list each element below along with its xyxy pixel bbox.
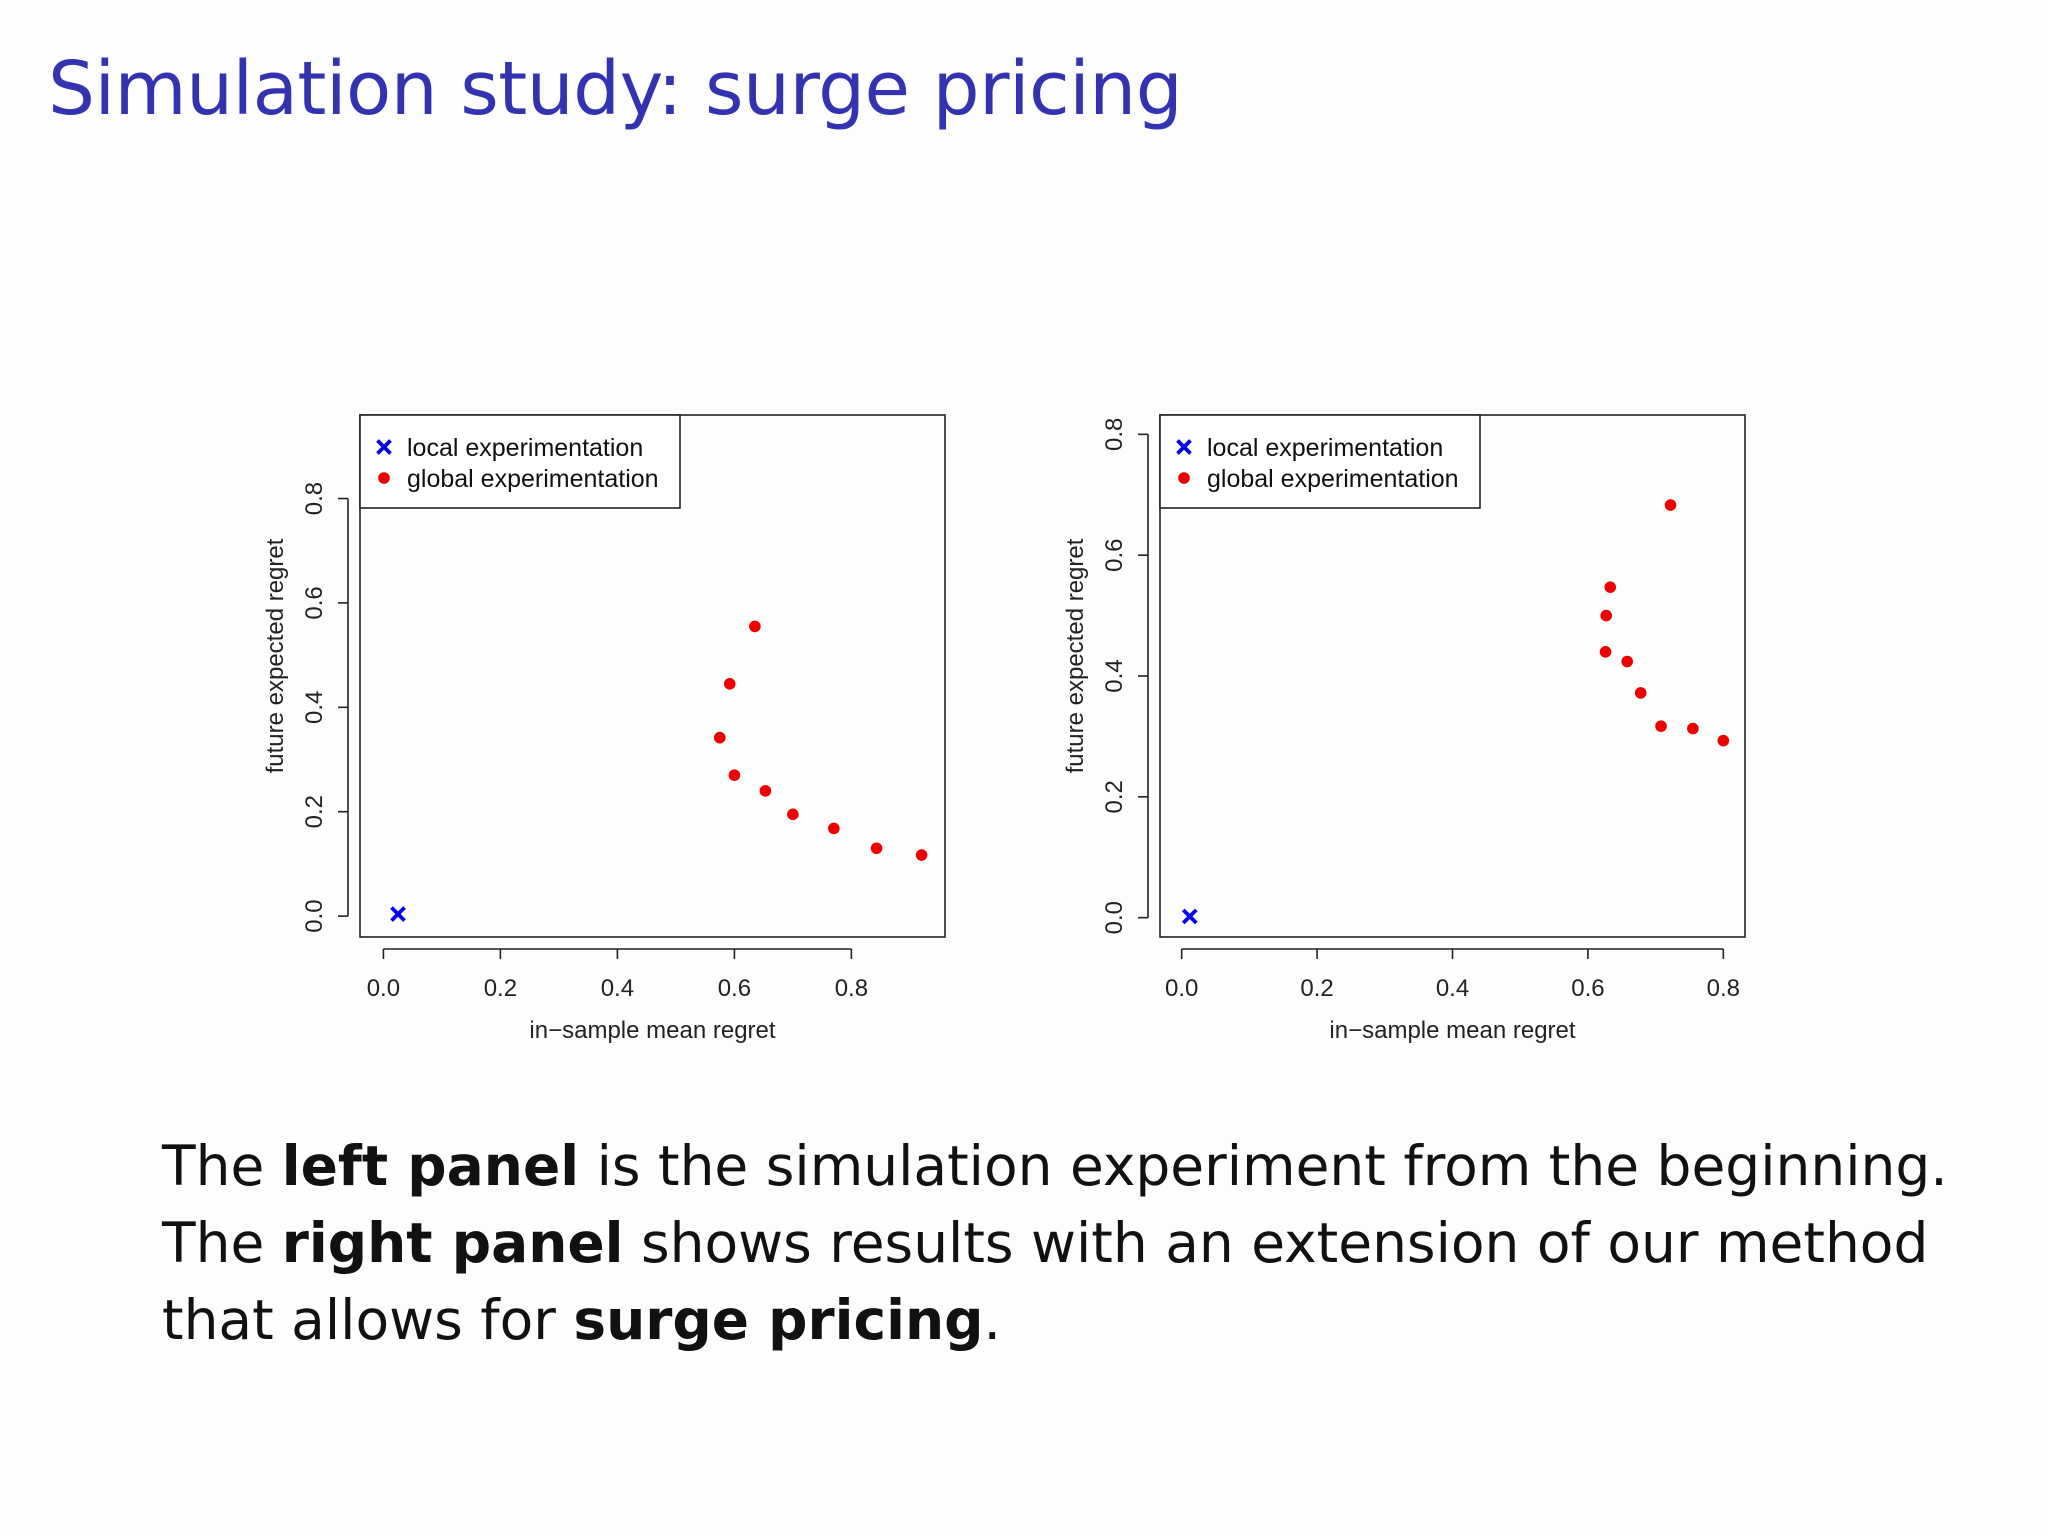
right-global-point — [1621, 655, 1633, 668]
left-local-point — [390, 906, 406, 922]
emphasis-right-panel: right panel — [281, 1211, 624, 1275]
right-x-tick-label: 0.0 — [1165, 975, 1198, 1002]
emphasis-surge-pricing: surge pricing — [573, 1288, 984, 1352]
right-global-point — [1604, 581, 1617, 593]
right-legend-global-marker — [1178, 472, 1190, 484]
right-global-point — [1599, 646, 1612, 658]
left-y-axis-label: future expected regret — [262, 538, 289, 773]
left-global-point — [828, 822, 840, 835]
right-local-point — [1181, 908, 1198, 925]
right-x-tick-label: 0.6 — [1571, 975, 1604, 1002]
right-x-tick-label: 0.4 — [1436, 975, 1469, 1002]
right-x-tick-label: 0.2 — [1300, 975, 1333, 1002]
left-legend-global-marker — [378, 472, 390, 484]
left-x-tick-label: 0.8 — [835, 975, 868, 1002]
left-legend-global-label: global experimentation — [407, 465, 659, 493]
left-global-point — [787, 808, 799, 821]
right-global-point — [1655, 720, 1667, 732]
left-global-point — [759, 785, 772, 797]
body-line-3: that allows for surge pricing. — [162, 1288, 1001, 1352]
left-global-point — [870, 842, 883, 855]
left-x-axis-label: in−sample mean regret — [529, 1017, 775, 1044]
right-y-tick-label: 0.6 — [1101, 538, 1128, 571]
right-global-point — [1634, 687, 1647, 699]
body-paragraph: The left panel is the simulation experim… — [162, 1128, 1962, 1359]
left-scatter-chart: 0.0 0.2 0.4 0.6 0.8 in−sample mean regret 0.0 0… — [262, 414, 946, 1044]
left-global-point — [723, 678, 736, 690]
right-y-tick-label: 0.0 — [1101, 901, 1128, 934]
right-legend-box — [1159, 414, 1481, 509]
right-legend-local-marker-stroke — [1176, 439, 1192, 455]
left-local-point-stroke — [390, 906, 406, 922]
left-legend-local-marker-stroke — [376, 439, 392, 455]
left-y-tick-label: 0.8 — [301, 482, 328, 515]
left-x-tick-label: 0.4 — [601, 975, 634, 1002]
slide-title: Simulation study: surge pricing — [48, 46, 1183, 132]
left-legend-box — [359, 414, 681, 509]
body-line-1: The left panel is the simulation experim… — [162, 1134, 1948, 1198]
right-global-point — [1664, 499, 1677, 511]
left-x-tick-label: 0.6 — [718, 975, 751, 1002]
left-x-tick-label: 0.2 — [484, 975, 517, 1002]
right-local-point-stroke — [1181, 908, 1198, 925]
left-y-tick-label: 0.0 — [301, 899, 328, 932]
emphasis-left-panel: left panel — [281, 1134, 580, 1198]
right-legend-global-label: global experimentation — [1207, 465, 1459, 493]
right-legend-local-marker — [1176, 439, 1192, 455]
left-global-point — [713, 731, 726, 744]
right-x-tick-label: 0.8 — [1707, 975, 1740, 1002]
left-y-tick-label: 0.6 — [301, 586, 328, 619]
left-y-tick-label: 0.4 — [301, 691, 328, 724]
right-y-tick-label: 0.2 — [1101, 780, 1128, 813]
body-line-2: The right panel shows results with an ex… — [162, 1211, 1929, 1275]
right-y-tick-label: 0.4 — [1101, 659, 1128, 692]
right-global-point — [1600, 609, 1612, 622]
left-legend-local-marker — [376, 439, 392, 455]
right-global-point — [1687, 722, 1699, 735]
left-x-tick-label: 0.0 — [367, 975, 400, 1002]
left-y-tick-label: 0.2 — [301, 795, 328, 828]
right-y-axis-label: future expected regret — [1062, 538, 1089, 773]
right-scatter-chart: 0.0 0.2 0.4 0.6 0.8 in−sample mean regret 0.0 0… — [1062, 414, 1746, 1044]
right-global-point — [1717, 734, 1730, 747]
right-y-tick-label: 0.8 — [1101, 418, 1128, 451]
left-global-point — [915, 849, 928, 861]
left-global-point — [728, 769, 741, 781]
right-legend-local-label: local experimentation — [1207, 434, 1443, 462]
left-global-point — [749, 620, 761, 633]
left-legend-local-label: local experimentation — [407, 434, 643, 462]
right-x-axis-label: in−sample mean regret — [1329, 1017, 1575, 1044]
